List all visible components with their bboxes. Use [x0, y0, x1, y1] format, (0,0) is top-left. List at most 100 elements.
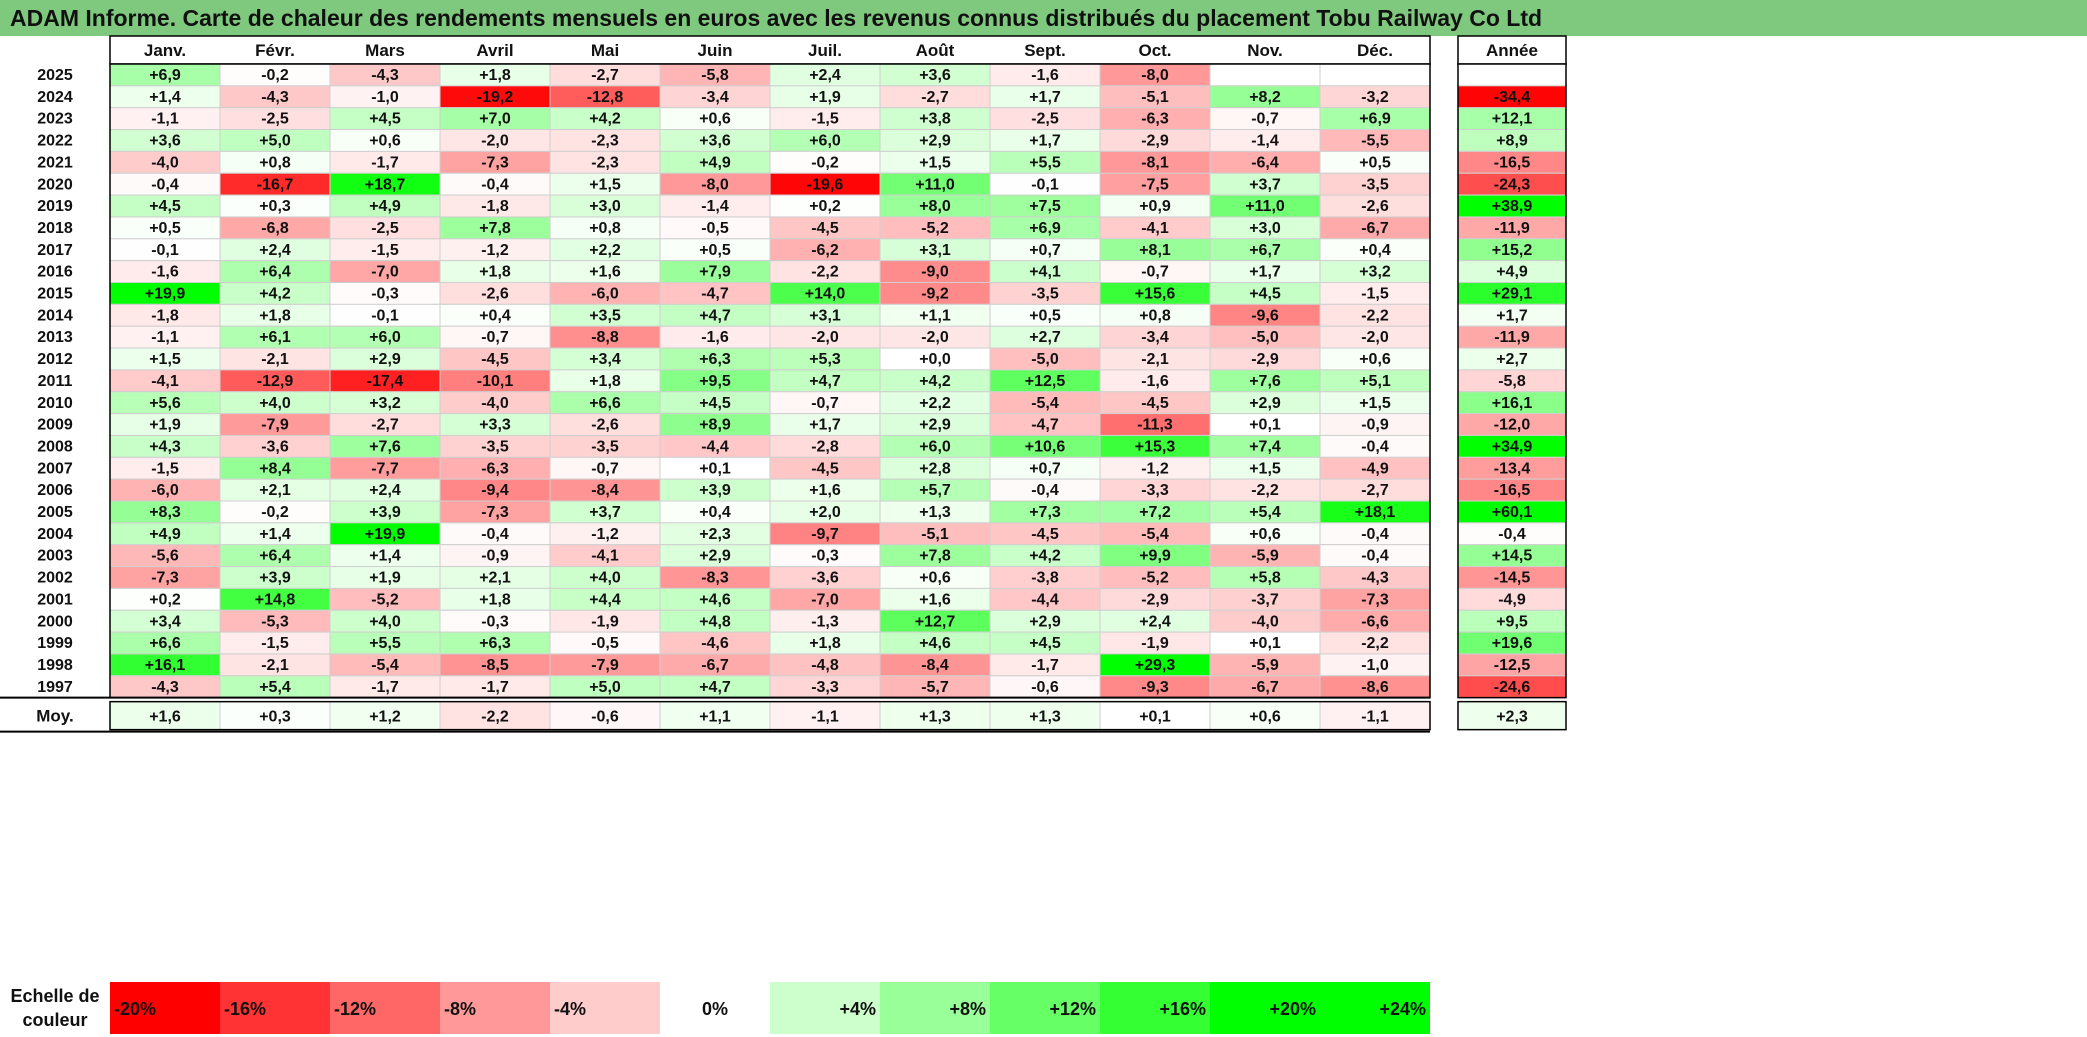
annual-value: +38,9	[1492, 198, 1533, 215]
average-value: -1,1	[1361, 709, 1389, 726]
color-scale-swatch	[550, 982, 660, 1034]
cell-value: -1,4	[701, 198, 729, 215]
cell-value: -12,9	[257, 373, 294, 390]
cell-value: +4,0	[259, 395, 291, 412]
cell-value: -4,3	[151, 679, 179, 696]
color-scale-swatch	[1210, 982, 1320, 1034]
cell-value: -3,4	[1141, 329, 1169, 346]
cell-value: -4,4	[1031, 591, 1059, 608]
cell-value: +1,8	[259, 307, 291, 324]
month-header: Juil.	[808, 41, 842, 60]
cell-value: +3,6	[919, 67, 951, 84]
cell-value: +1,8	[589, 373, 621, 390]
color-scale-stop: 0%	[702, 999, 728, 1019]
year-label: 2002	[37, 570, 73, 587]
cell-value: -0,7	[481, 329, 509, 346]
cell-value: -1,7	[1031, 657, 1059, 674]
cell-value: +19,9	[365, 526, 406, 543]
cell-value: +2,9	[1249, 395, 1281, 412]
cell-value: -5,1	[921, 526, 949, 543]
cell-value: -1,7	[481, 679, 509, 696]
cell-value: -0,4	[481, 526, 509, 543]
year-label: 2003	[37, 548, 73, 565]
cell-value: +6,9	[149, 67, 181, 84]
average-cell	[329, 701, 441, 731]
cell-value: +4,5	[149, 198, 181, 215]
cell-value: +7,0	[479, 111, 511, 128]
cell-value: +2,3	[699, 526, 731, 543]
cell-value: -2,1	[261, 351, 289, 368]
annual-value: +9,5	[1496, 613, 1528, 630]
cell-value: +2,7	[1029, 329, 1061, 346]
cell-value: -0,4	[481, 176, 509, 193]
annual-value: -14,5	[1494, 570, 1531, 587]
cell-value: +3,8	[919, 111, 951, 128]
cell-value: -7,9	[261, 417, 289, 434]
cell-value: +7,9	[699, 264, 731, 281]
annual-value: +19,6	[1492, 635, 1533, 652]
cell-value: -0,2	[261, 67, 289, 84]
cell-value: +7,6	[369, 438, 401, 455]
cell-value: +12,7	[915, 613, 956, 630]
cell-value: +7,2	[1139, 504, 1171, 521]
color-scale-swatch	[330, 982, 440, 1034]
cell-value: -6,8	[261, 220, 289, 237]
average-annual-cell	[1457, 700, 1567, 731]
annual-value: +2,7	[1496, 351, 1528, 368]
cell-value: +6,0	[809, 133, 841, 150]
year-label: 2015	[37, 286, 73, 303]
cell-value: -3,3	[811, 679, 839, 696]
cell-value: -2,7	[591, 67, 619, 84]
cell-value: -9,0	[921, 264, 949, 281]
cell-value: +7,6	[1249, 373, 1281, 390]
year-label: 1999	[37, 635, 73, 652]
average-value: +0,1	[1139, 709, 1171, 726]
cell-value: +8,2	[1249, 89, 1281, 106]
average-value: +1,3	[1029, 709, 1061, 726]
cell-value: +9,5	[699, 373, 731, 390]
cell-value: -6,2	[811, 242, 839, 259]
month-header: Juin	[698, 41, 733, 60]
cell-value: +0,6	[699, 111, 731, 128]
annual-value: -5,8	[1498, 373, 1526, 390]
average-value: -1,1	[811, 709, 839, 726]
color-scale-stop: -8%	[444, 999, 476, 1019]
cell-value: -1,8	[151, 307, 179, 324]
cell-value: -3,5	[591, 438, 619, 455]
cell-value: +3,0	[1249, 220, 1281, 237]
cell-value: -1,5	[261, 635, 289, 652]
month-header: Sept.	[1024, 41, 1066, 60]
annual-value: +34,9	[1492, 438, 1533, 455]
cell-value: -11,3	[1137, 417, 1173, 434]
cell-value: +6,1	[259, 329, 291, 346]
cell-value: -6,6	[1361, 613, 1389, 630]
cell-value: +3,4	[589, 351, 621, 368]
cell-value: -7,3	[481, 504, 509, 521]
cell-value: +3,5	[589, 307, 621, 324]
cell-value: +0,1	[1249, 417, 1281, 434]
cell-value: -2,9	[1251, 351, 1279, 368]
cell-value: +1,7	[1029, 89, 1061, 106]
cell-value: +4,2	[259, 286, 291, 303]
cell-value: +5,8	[1249, 570, 1281, 587]
cell-value: -3,5	[1361, 176, 1389, 193]
cell-value: +5,0	[589, 679, 621, 696]
cell-value: -0,9	[481, 548, 509, 565]
cell-value: +4,2	[589, 111, 621, 128]
cell-value: +6,6	[149, 635, 181, 652]
cell-value: +1,8	[479, 591, 511, 608]
annual-value: +60,1	[1492, 504, 1533, 521]
cell-value: +1,4	[369, 548, 401, 565]
cell-value: -2,5	[1031, 111, 1059, 128]
cell-value: +15,6	[1135, 286, 1176, 303]
cell-value: +29,3	[1135, 657, 1176, 674]
year-label: 2007	[37, 460, 73, 477]
annual-value: +12,1	[1492, 111, 1533, 128]
cell-value: -0,1	[371, 307, 399, 324]
cell-value: +6,6	[589, 395, 621, 412]
cell-value: -2,6	[481, 286, 509, 303]
cell-value: +6,7	[1249, 242, 1281, 259]
cell-value: -0,1	[151, 242, 179, 259]
cell-value: +6,3	[479, 635, 511, 652]
annual-value: -12,0	[1494, 417, 1531, 434]
